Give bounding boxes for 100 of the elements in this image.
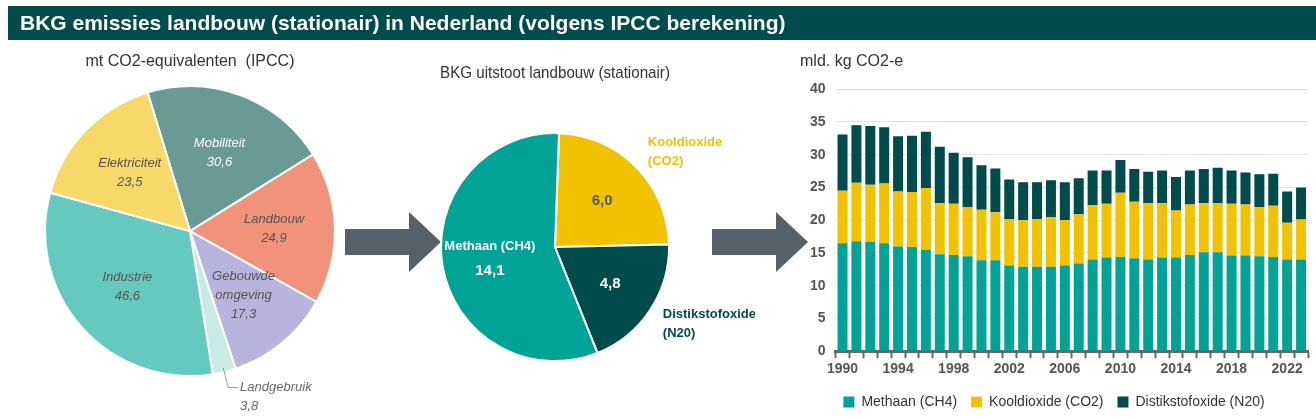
bar	[1032, 182, 1043, 219]
bar	[1087, 205, 1098, 260]
y-tick-label: 35	[809, 112, 826, 129]
bar	[962, 207, 973, 257]
bar	[1059, 265, 1070, 351]
x-tick-label: 2014	[1160, 360, 1192, 377]
x-tick-label: 2018	[1216, 360, 1248, 377]
bar	[865, 125, 876, 185]
bar	[1004, 179, 1015, 219]
bar	[1296, 187, 1307, 220]
y-tick-label: 10	[809, 276, 826, 293]
bar	[934, 254, 945, 351]
bar	[1184, 254, 1195, 351]
bar	[1254, 256, 1265, 351]
bar	[1115, 192, 1126, 257]
bar	[837, 190, 848, 244]
bar	[1032, 218, 1043, 267]
bar	[865, 184, 876, 242]
bar	[920, 188, 931, 250]
slice-label: Kooldioxide (CO2)	[647, 133, 723, 168]
bar	[1045, 180, 1056, 217]
bar	[1212, 167, 1223, 204]
x-tick-label: 2006	[1049, 360, 1081, 377]
bar	[1101, 257, 1112, 351]
bar	[1045, 216, 1056, 267]
x-tick-label: 1990	[826, 360, 859, 377]
bar	[1296, 259, 1307, 351]
chart-subtitle: mt CO2-equivalenten (IPCC)	[85, 52, 295, 70]
bar	[893, 136, 904, 192]
bar	[1143, 203, 1154, 260]
bar	[1143, 171, 1154, 204]
bar	[1198, 169, 1209, 204]
y-tick-label: 25	[809, 178, 826, 195]
bar	[1032, 266, 1043, 351]
bar	[1018, 266, 1029, 351]
bar	[962, 256, 973, 351]
data-label: 30,6	[206, 153, 233, 169]
bar	[837, 243, 848, 351]
bar	[948, 254, 959, 351]
data-label: 46,6	[114, 288, 141, 304]
bar	[1073, 214, 1084, 264]
bar	[990, 212, 1001, 261]
bar	[1129, 201, 1140, 259]
bar	[1045, 266, 1056, 351]
data-label: 24,9	[260, 230, 287, 246]
slice-label: Gebouwde omgeving	[212, 268, 275, 303]
slice-label: Landgebruik	[240, 379, 314, 395]
bar	[1240, 255, 1251, 351]
bar	[1157, 170, 1168, 204]
bar	[934, 146, 945, 204]
bar	[1018, 182, 1029, 221]
bar	[906, 135, 917, 193]
x-tick-label: 2022	[1271, 360, 1303, 377]
bar	[1004, 218, 1015, 266]
bar	[851, 241, 862, 351]
x-tick-label: 2010	[1104, 360, 1137, 377]
bar	[1171, 176, 1181, 211]
y-tick-label: 0	[817, 342, 826, 359]
bar	[1087, 170, 1098, 206]
bar	[1296, 219, 1307, 260]
bar	[1282, 191, 1293, 223]
bar	[1087, 259, 1098, 351]
bar	[920, 131, 931, 189]
bar	[1254, 207, 1265, 257]
bar	[1143, 259, 1154, 351]
data-label: 3,8	[240, 398, 259, 414]
bar	[879, 243, 890, 351]
slice-label: Landbouw	[244, 211, 306, 227]
bar	[1226, 255, 1237, 351]
bar	[1240, 172, 1251, 205]
bar	[865, 241, 876, 351]
chart-title: BKG uitstoot landbouw (stationair)	[440, 63, 670, 82]
bar	[1184, 204, 1195, 255]
bar	[1268, 173, 1279, 206]
bar	[1073, 178, 1084, 215]
legend-label: Distikstofoxide (N20)	[1135, 392, 1265, 409]
bar	[1157, 203, 1168, 258]
slice-label: Elektriciteit	[98, 154, 163, 170]
bar	[920, 249, 931, 351]
bar	[1171, 257, 1181, 351]
y-tick-label: 5	[817, 309, 826, 326]
bar	[837, 134, 848, 191]
bar	[1157, 257, 1168, 351]
bar	[1115, 256, 1126, 351]
data-label: 6,0	[591, 190, 613, 208]
bar	[948, 152, 959, 204]
bar	[1171, 210, 1181, 258]
y-tick-label: 40	[809, 80, 826, 97]
bar	[879, 127, 890, 184]
bar	[1101, 170, 1112, 204]
bar	[1115, 159, 1126, 193]
bar	[990, 168, 1001, 213]
slice-label: Methaan (CH4)	[444, 237, 536, 253]
bar	[1129, 258, 1140, 351]
y-tick-label: 20	[809, 211, 826, 228]
bar	[1059, 220, 1070, 266]
legend-label: Methaan (CH4)	[861, 392, 958, 409]
y-tick-label: 15	[809, 243, 826, 260]
x-tick-label: 2002	[993, 360, 1026, 377]
bar	[1129, 169, 1140, 202]
